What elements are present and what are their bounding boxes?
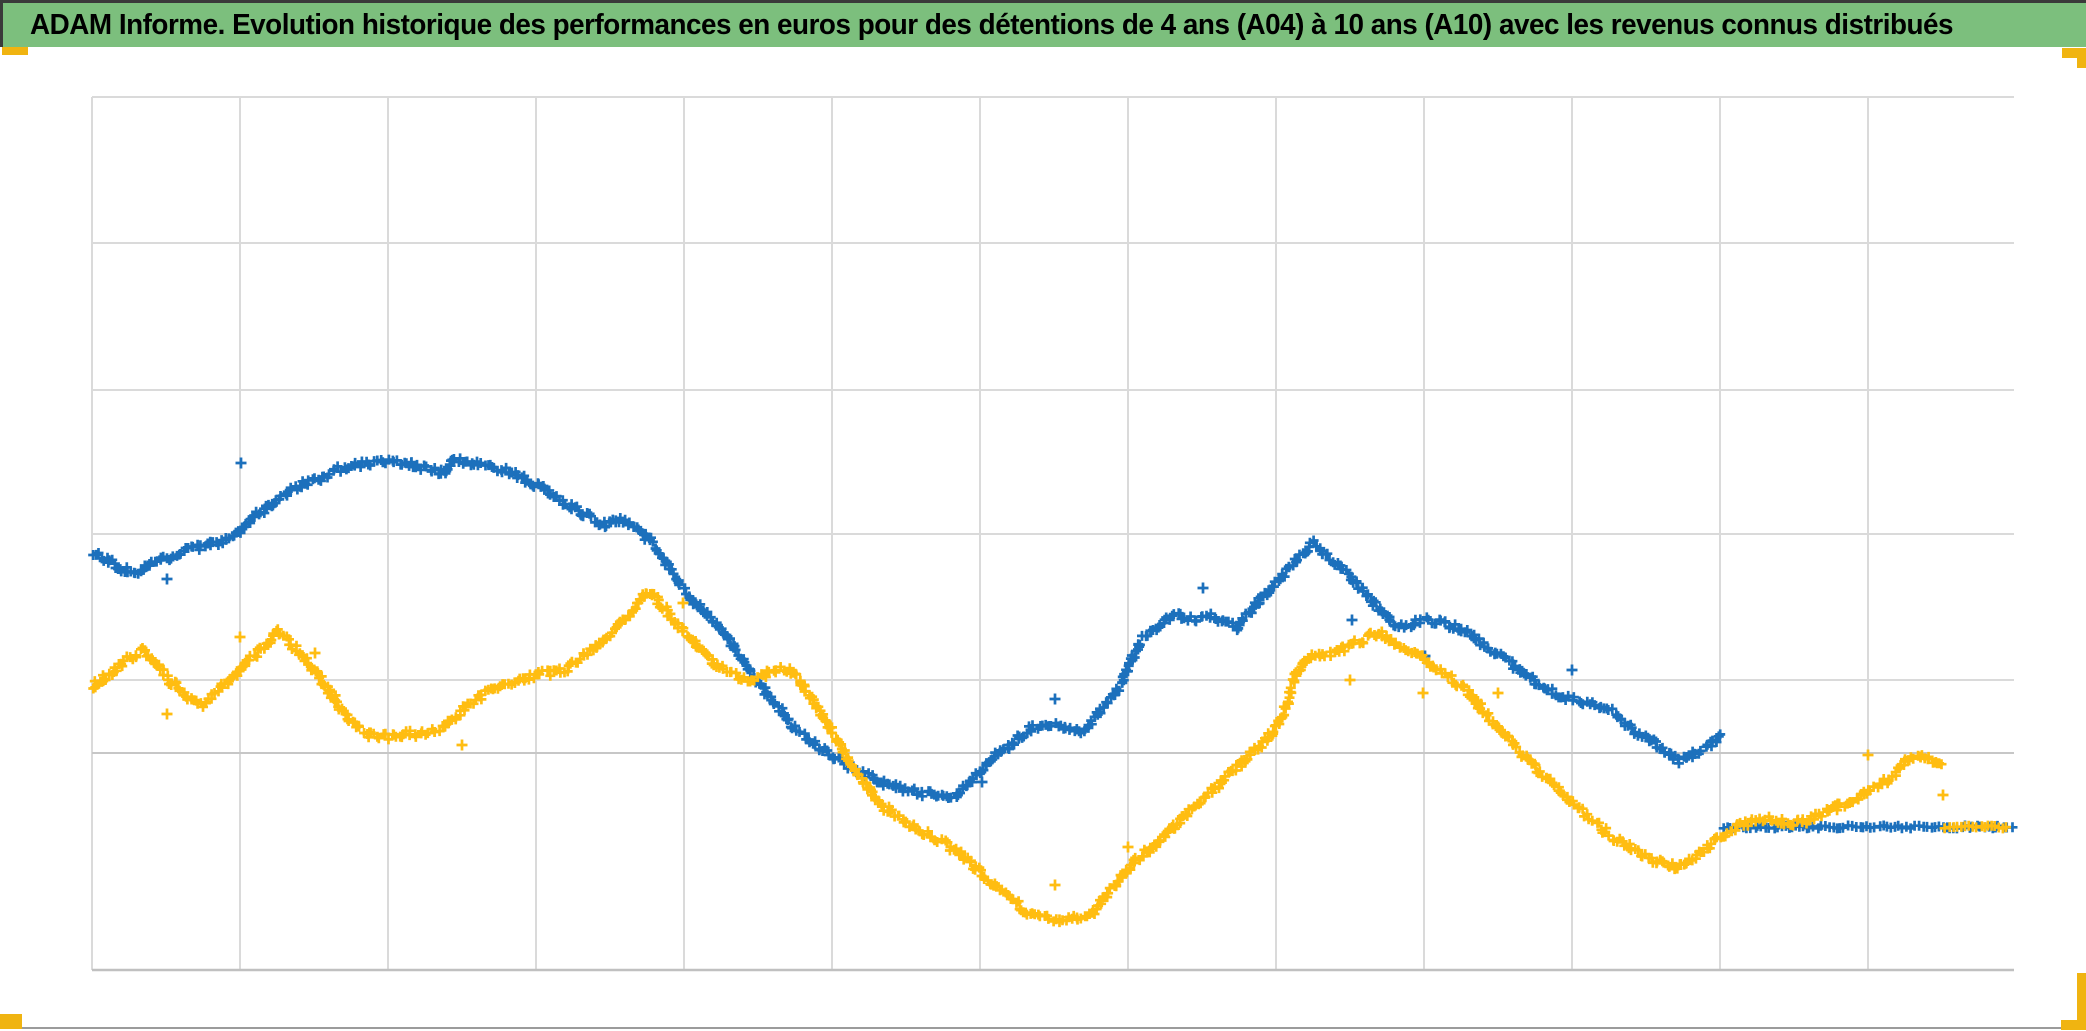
corner-mark-bottom-right-h [2061,1020,2086,1030]
title-bar-left-edge [0,3,3,47]
series-1-blue [88,453,2018,834]
corner-mark-top-left [2,47,28,55]
corner-mark-bottom-right-v [2077,973,2086,1022]
series-2-gold [88,588,2011,928]
title-bar [0,3,2086,47]
corner-mark-top-right-v [2077,48,2086,68]
window-top-border [0,0,2086,3]
corner-mark-top-right-h [2062,48,2086,58]
page-bottom-divider [0,1027,2086,1029]
series-2-gold-outliers [161,597,1949,891]
corner-mark-bottom-left [0,1014,22,1029]
page-title: ADAM Informe. Evolution historique des p… [30,9,1954,41]
